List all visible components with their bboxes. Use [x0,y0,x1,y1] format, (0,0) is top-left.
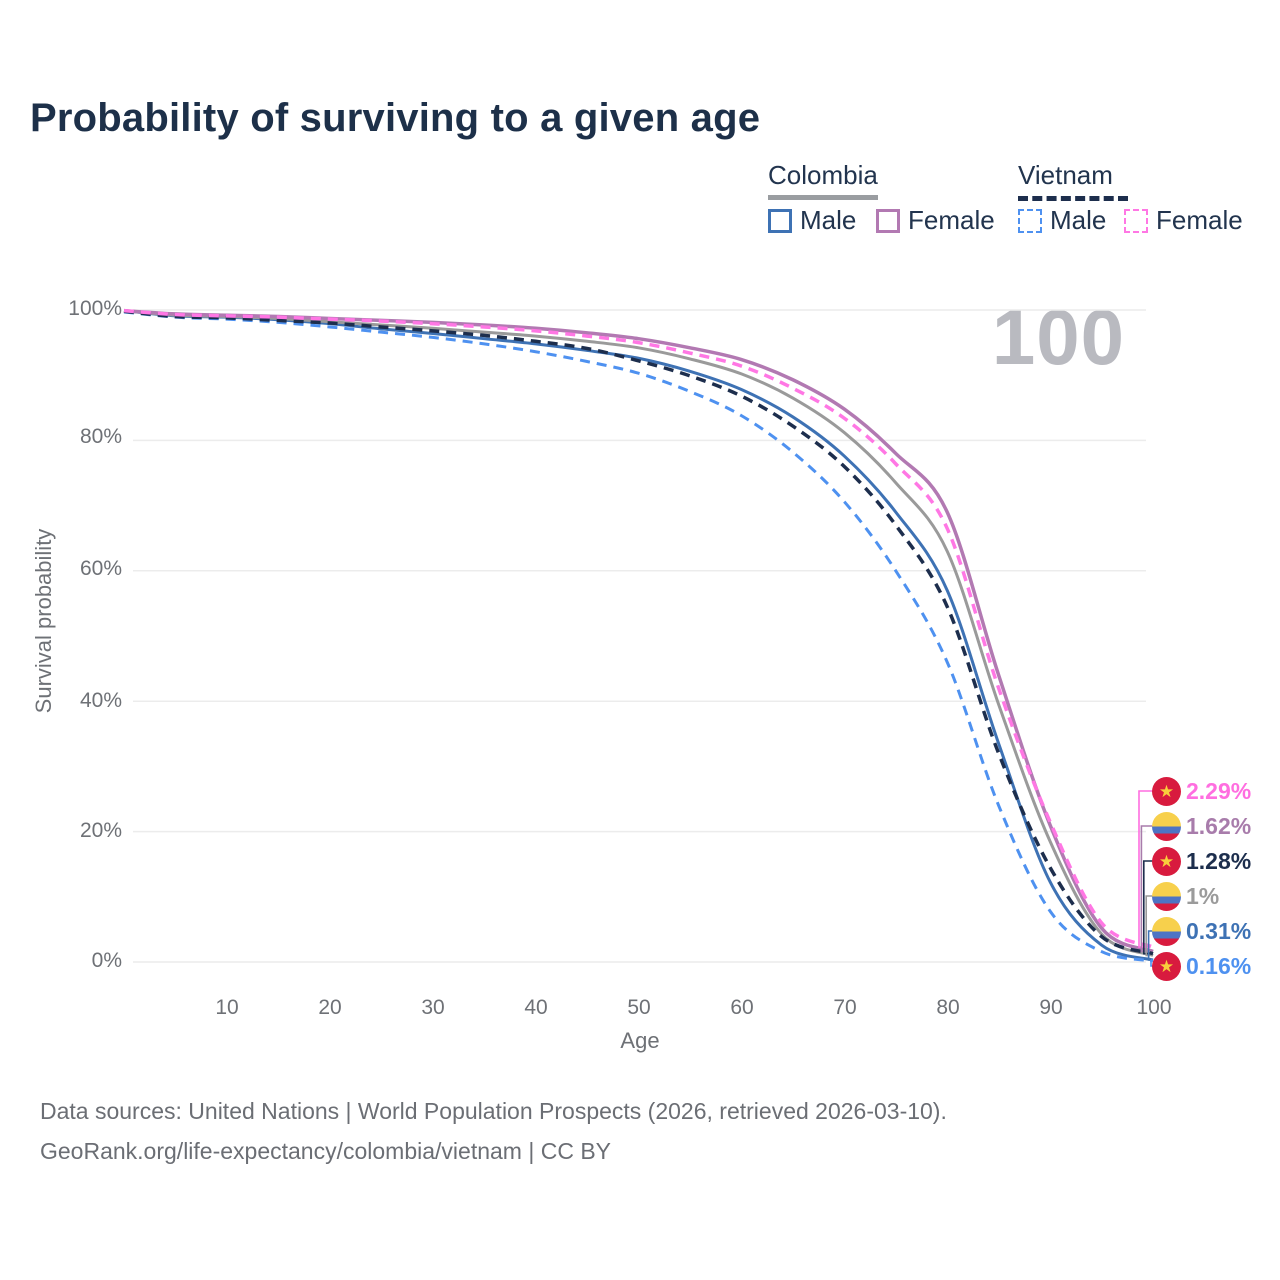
y-tick-60: 60% [79,557,122,580]
series-line-colombia-female[interactable] [123,308,1154,954]
legend-item-label: Male [1050,205,1107,235]
series-line-vietnam-female[interactable] [123,308,1154,949]
x-tick-90: 90 [1039,996,1063,1019]
legend-item-label: Female [908,205,995,235]
series-line-vietnam-male[interactable] [123,310,1154,963]
legend-item-colombia-male[interactable]: Male [768,205,856,236]
y-axis-title: Survival probability [31,528,56,714]
y-tick-100: 100% [68,297,122,320]
colombia-flag-icon [1152,881,1181,911]
legend-vietnam-underline [1018,191,1128,201]
vietnam-flag-icon [1152,776,1181,806]
end-label-vietnam-male: 0.16% [1152,950,1251,982]
colombia-male-swatch-icon[interactable] [768,208,792,233]
legend-colombia-underline [768,195,878,200]
x-tick-50: 50 [627,996,651,1019]
x-tick-30: 30 [421,996,445,1019]
series-line-vietnam-both-sexes[interactable] [123,309,1154,956]
end-label-value: 1.62% [1186,812,1252,839]
data-sources-line: Data sources: United Nations | World Pop… [40,1098,947,1124]
legend-item-vietnam-male[interactable]: Male [1018,205,1106,236]
legend-item-vietnam-female[interactable]: Female [1124,205,1243,236]
legend-item-label: Male [800,205,857,235]
end-label-colombia-both-sexes: 1% [1152,880,1219,912]
attribution-line: GeoRank.org/life-expectancy/colombia/vie… [40,1138,612,1164]
legend-colombia-label[interactable]: Colombia [768,160,878,190]
y-tick-0: 0% [91,949,122,972]
page-title: Probability of surviving to a given age [30,96,761,140]
end-label-vietnam-both-sexes: 1.28% [1152,845,1251,877]
legend-group-colombia: Colombia [768,160,878,200]
x-tick-70: 70 [833,996,857,1019]
x-axis-title: Age [620,1028,660,1053]
vietnam-male-swatch-icon[interactable] [1018,208,1042,233]
x-tick-80: 80 [936,996,960,1019]
hovered-age-watermark: 100 [991,293,1125,381]
colombia-flag-icon [1152,916,1181,946]
x-tick-40: 40 [524,996,548,1019]
series-line-colombia-male[interactable] [123,309,1154,962]
y-tick-80: 80% [79,425,122,448]
end-label-colombia-female: 1.62% [1152,810,1251,842]
x-tick-10: 10 [215,996,239,1019]
series-line-colombia-both-sexes[interactable] [123,309,1154,957]
vietnam-flag-icon [1152,846,1181,876]
x-tick-60: 60 [730,996,754,1019]
end-label-colombia-male: 0.31% [1152,915,1251,947]
x-tick-100: 100 [1136,996,1172,1019]
legend-item-label: Female [1156,205,1243,235]
end-label-vietnam-female: 2.29% [1152,775,1251,807]
end-label-value: 1.28% [1186,847,1252,874]
legend-group-vietnam: Vietnam [1018,160,1128,201]
vietnam-female-swatch-icon[interactable] [1124,208,1148,233]
vietnam-flag-icon [1152,951,1181,981]
legend-item-colombia-female[interactable]: Female [876,205,995,236]
colombia-female-swatch-icon[interactable] [876,208,900,233]
end-label-value: 0.16% [1186,952,1252,979]
end-label-value: 0.31% [1186,917,1252,944]
y-tick-40: 40% [79,689,122,712]
y-tick-20: 20% [79,819,122,842]
end-label-value: 2.29% [1186,777,1252,804]
x-tick-20: 20 [318,996,342,1019]
end-label-value: 1% [1186,882,1220,909]
colombia-flag-icon [1152,811,1181,841]
legend-vietnam-label[interactable]: Vietnam [1018,160,1113,190]
